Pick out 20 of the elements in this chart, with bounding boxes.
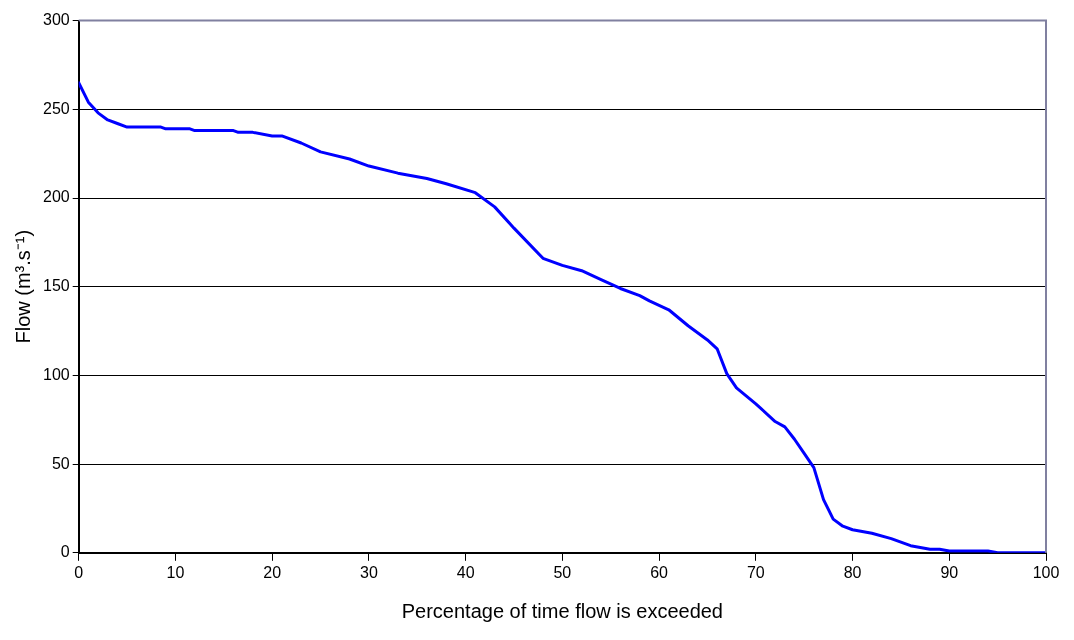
x-tick-label: 10: [166, 563, 185, 581]
x-tick-label: 70: [746, 563, 765, 581]
x-tick-label: 100: [1032, 563, 1060, 581]
x-tick-label: 50: [553, 563, 572, 581]
x-tick-label: 0: [74, 563, 84, 581]
y-tick-label: 250: [42, 99, 70, 117]
x-tick-label: 80: [843, 563, 862, 581]
x-tick-label: 20: [263, 563, 282, 581]
y-tick-label: 100: [42, 365, 70, 383]
y-axis-title: Flow (m³.s⁻¹): [11, 229, 34, 344]
y-tick-label: 0: [60, 543, 70, 561]
x-tick-label: 60: [650, 563, 669, 581]
x-tick-label: 90: [940, 563, 959, 581]
x-tick-label: 30: [359, 563, 378, 581]
y-tick-label: 300: [42, 11, 70, 29]
x-axis-title: Percentage of time flow is exceeded: [401, 599, 723, 622]
y-tick-label: 200: [42, 188, 70, 206]
y-tick-label: 150: [42, 277, 70, 295]
y-tick-label: 50: [51, 454, 70, 472]
x-tick-label: 40: [456, 563, 475, 581]
